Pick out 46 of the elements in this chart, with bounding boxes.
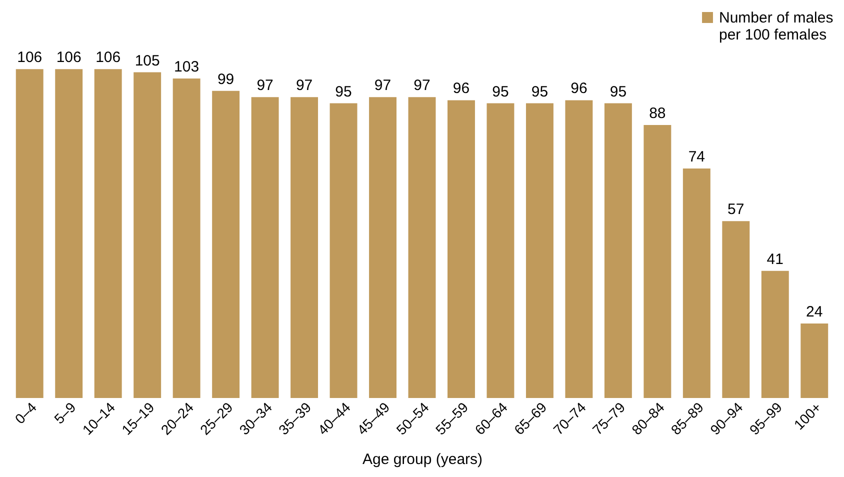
bar xyxy=(330,103,358,398)
bar xyxy=(565,100,593,398)
legend-label: Number of males per 100 females xyxy=(719,10,834,44)
data-label: 106 xyxy=(96,49,121,66)
x-tick-label: 5–9 xyxy=(50,398,79,427)
bar xyxy=(761,270,789,398)
bar xyxy=(94,69,122,398)
bar xyxy=(408,97,436,398)
data-label: 88 xyxy=(649,105,666,122)
bar xyxy=(212,90,240,398)
bar xyxy=(251,97,279,398)
bar xyxy=(682,168,710,398)
data-label: 97 xyxy=(256,77,274,94)
data-label: 41 xyxy=(766,250,784,268)
data-label: 99 xyxy=(217,70,234,88)
data-label: 95 xyxy=(335,83,352,100)
bar xyxy=(644,125,672,398)
data-label: 95 xyxy=(531,83,548,100)
data-label: 105 xyxy=(134,52,160,70)
data-label: 97 xyxy=(296,77,313,94)
bar xyxy=(486,103,514,398)
bar xyxy=(800,324,828,398)
data-label: 106 xyxy=(56,49,82,66)
data-label: 95 xyxy=(610,83,627,100)
data-label: 96 xyxy=(452,80,470,98)
data-label: 103 xyxy=(174,58,200,76)
x-axis-title: Age group (years) xyxy=(362,450,483,468)
data-label: 106 xyxy=(17,49,42,66)
bar xyxy=(369,97,396,398)
bar xyxy=(16,69,44,398)
data-label: 74 xyxy=(688,148,706,166)
bar xyxy=(290,97,318,398)
x-tick-label: 0–4 xyxy=(12,398,40,427)
bar xyxy=(526,103,554,398)
bar xyxy=(134,72,162,398)
data-label: 97 xyxy=(374,77,392,94)
bar xyxy=(172,78,200,398)
bar xyxy=(604,103,632,398)
bar xyxy=(448,100,475,398)
data-label: 57 xyxy=(728,201,744,218)
bar xyxy=(722,221,750,398)
data-label: 95 xyxy=(492,83,509,100)
bar xyxy=(55,69,83,398)
data-label: 96 xyxy=(570,80,588,98)
data-label: 24 xyxy=(806,304,823,321)
data-label: 97 xyxy=(414,77,430,94)
